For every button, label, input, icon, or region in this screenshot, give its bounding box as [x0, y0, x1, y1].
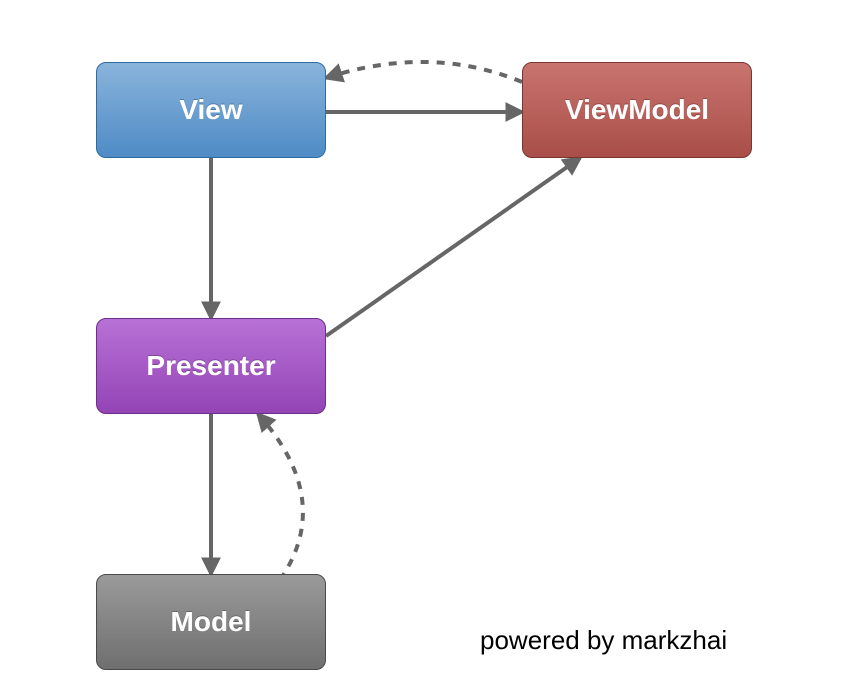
edge-presenter-to-viewmodel [326, 158, 580, 336]
edge-viewmodel-to-view [326, 62, 522, 82]
node-presenter: Presenter [96, 318, 326, 414]
node-viewmodel: ViewModel [522, 62, 752, 158]
node-view: View [96, 62, 326, 158]
node-model: Model [96, 574, 326, 670]
edge-model-to-presenter [258, 414, 303, 580]
footer-credit: powered by markzhai [480, 625, 727, 656]
